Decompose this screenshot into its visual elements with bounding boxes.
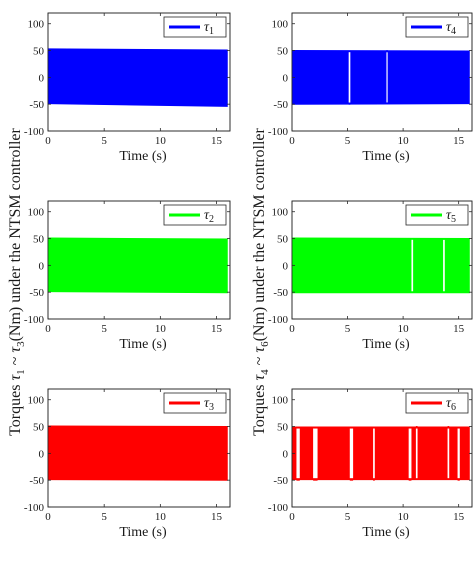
legend-label: τ5 (446, 208, 456, 225)
chart-tau2: -100 -50 0 50 100 0 5 10 15 Time (s) τ2 (24, 200, 231, 352)
y-tick-label: 50 (277, 46, 289, 58)
series-band-tau3 (48, 425, 228, 481)
chart-tau1: -100 -50 0 50 100 0 5 10 15 Time (s) τ1 (24, 12, 231, 164)
x-tick-label: 0 (45, 135, 51, 147)
y-tick-label: 100 (272, 19, 289, 31)
y-tick-label: -50 (29, 287, 44, 299)
x-tick-label: 5 (345, 323, 351, 335)
chart-tau5: -100 -50 0 50 100 0 5 10 15 Time (s) τ5 (268, 200, 473, 352)
gap-tau4-0 (348, 52, 351, 103)
x-tick-label: 0 (45, 323, 51, 335)
x-axis-label: Time (s) (119, 525, 167, 540)
x-tick-label: 5 (101, 135, 107, 147)
x-tick-label: 15 (453, 511, 465, 523)
y-axis-label-left: Torques τ1 ~ τ3(Nm) under the NTSM contr… (7, 127, 27, 435)
gap-tau6-3 (373, 428, 375, 479)
x-tick-label: 10 (398, 323, 410, 335)
y-axis-label-right: Torques τ4 ~ τ6(Nm) under the NTSM contr… (251, 127, 271, 435)
x-tick-label: 5 (345, 511, 351, 523)
legend-label: τ1 (204, 20, 214, 37)
y-tick-label: 50 (277, 422, 289, 434)
y-tick-label: -50 (29, 99, 44, 111)
series-band-tau2 (48, 237, 228, 294)
x-tick-label: 0 (289, 511, 295, 523)
plot-frame (47, 388, 231, 508)
legend-label: τ6 (446, 396, 456, 413)
x-tick-label: 0 (289, 323, 295, 335)
legend-label: τ3 (204, 396, 214, 413)
series-band-tau6 (292, 426, 470, 481)
x-tick-label: 15 (453, 135, 465, 147)
chart-tau3: -100 -50 0 50 100 0 5 10 15 Time (s) τ3 (24, 388, 231, 540)
y-tick-label: 0 (283, 448, 289, 460)
x-axis-label: Time (s) (362, 149, 410, 164)
y-tick-label: -50 (273, 475, 288, 487)
y-tick-label: -100 (268, 314, 289, 326)
x-tick-label: 10 (155, 511, 167, 523)
y-tick-label: 100 (28, 207, 45, 219)
y-tick-label: 0 (283, 260, 289, 272)
y-tick-label: -50 (273, 287, 288, 299)
x-tick-label: 15 (211, 511, 223, 523)
plot-frame (291, 388, 473, 508)
series-band-tau1 (48, 48, 228, 107)
y-tick-label: 0 (283, 72, 289, 84)
gap-tau5-1 (443, 239, 445, 292)
y-tick-label: -50 (29, 475, 44, 487)
x-axis-label: Time (s) (362, 525, 410, 540)
x-axis-label: Time (s) (362, 337, 410, 352)
plot-frame (47, 12, 231, 132)
gap-tau6-5 (415, 428, 418, 479)
y-tick-label: -100 (268, 502, 289, 514)
x-tick-label: 5 (101, 323, 107, 335)
y-tick-label: -100 (268, 126, 289, 138)
plot-frame (291, 12, 473, 132)
gap-tau6-4 (408, 428, 412, 479)
x-tick-label: 10 (398, 135, 410, 147)
y-tick-label: 50 (33, 234, 45, 246)
y-tick-label: 100 (28, 19, 45, 31)
y-tick-label: 100 (272, 395, 289, 407)
x-tick-label: 0 (45, 511, 51, 523)
series-band-tau5 (292, 237, 470, 294)
gap-tau4-1 (386, 52, 388, 103)
y-tick-label: 0 (39, 260, 45, 272)
plot-frame (291, 200, 473, 320)
x-axis-label: Time (s) (119, 149, 167, 164)
y-tick-label: -100 (24, 126, 45, 138)
y-tick-label: 50 (33, 422, 45, 434)
y-tick-label: 0 (39, 448, 45, 460)
y-tick-label: 0 (39, 72, 45, 84)
y-tick-label: -100 (24, 314, 45, 326)
legend-label: τ2 (204, 208, 214, 225)
y-tick-label: 50 (277, 234, 289, 246)
x-tick-label: 5 (345, 135, 351, 147)
y-tick-label: 50 (33, 46, 45, 58)
x-tick-label: 10 (155, 135, 167, 147)
series-band-tau4 (292, 50, 470, 105)
x-tick-label: 5 (101, 511, 107, 523)
x-tick-label: 15 (211, 135, 223, 147)
x-tick-label: 15 (453, 323, 465, 335)
y-tick-label: -50 (273, 99, 288, 111)
x-tick-label: 0 (289, 135, 295, 147)
gap-tau6-2 (349, 428, 354, 479)
x-axis-label: Time (s) (119, 337, 167, 352)
gap-tau5-0 (411, 239, 414, 292)
x-tick-label: 15 (211, 323, 223, 335)
legend-label: τ4 (446, 20, 456, 37)
x-tick-label: 10 (398, 511, 410, 523)
gap-tau6-0 (296, 428, 300, 479)
x-tick-label: 10 (155, 323, 167, 335)
gap-tau6-7 (457, 428, 460, 479)
y-tick-label: 100 (28, 395, 45, 407)
plot-frame (47, 200, 231, 320)
gap-tau6-1 (313, 428, 318, 479)
chart-tau4: -100 -50 0 50 100 0 5 10 15 Time (s) τ4 (268, 12, 473, 164)
gap-tau6-6 (447, 428, 450, 479)
y-tick-label: -100 (24, 502, 45, 514)
y-tick-label: 100 (272, 207, 289, 219)
chart-tau6: -100 -50 0 50 100 0 5 10 15 Time (s) τ6 (268, 388, 473, 540)
